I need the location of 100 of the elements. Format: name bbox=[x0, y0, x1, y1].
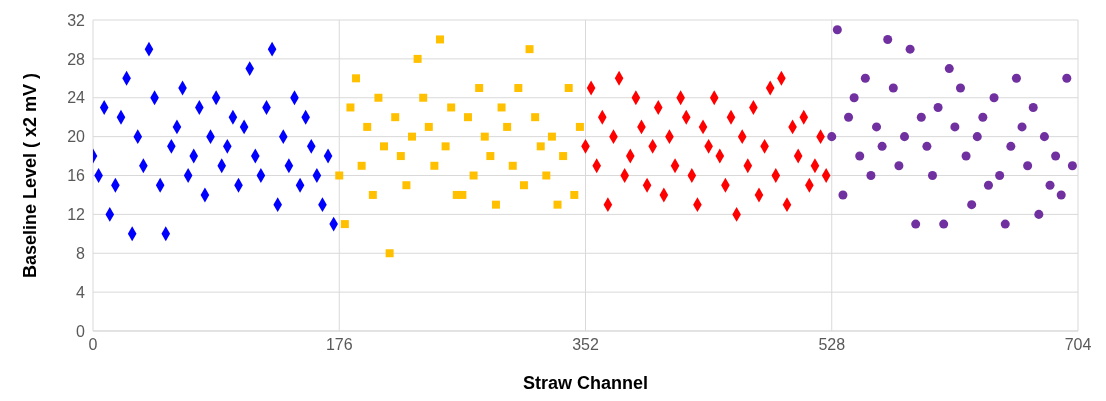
point bbox=[486, 152, 495, 161]
y-tick-label: 12 bbox=[67, 206, 86, 224]
x-tick-label: 704 bbox=[1064, 336, 1092, 354]
point bbox=[570, 190, 579, 199]
point bbox=[380, 142, 389, 151]
point bbox=[564, 84, 573, 93]
point bbox=[911, 219, 921, 229]
point bbox=[933, 102, 943, 112]
point bbox=[944, 64, 954, 74]
point bbox=[491, 200, 500, 209]
point bbox=[1045, 180, 1055, 190]
point bbox=[503, 122, 512, 131]
point bbox=[1067, 161, 1077, 171]
point bbox=[1034, 209, 1044, 219]
point bbox=[1000, 219, 1010, 229]
point bbox=[1006, 141, 1016, 151]
point bbox=[346, 103, 355, 112]
point bbox=[508, 161, 517, 170]
y-tick-label: 0 bbox=[76, 322, 86, 340]
point bbox=[894, 161, 904, 171]
point bbox=[967, 200, 977, 210]
point bbox=[419, 93, 428, 102]
point bbox=[860, 73, 870, 83]
point bbox=[1017, 122, 1027, 132]
point bbox=[441, 142, 450, 151]
point bbox=[950, 122, 960, 132]
point bbox=[1051, 151, 1061, 161]
point bbox=[877, 141, 887, 151]
point bbox=[447, 103, 456, 112]
point bbox=[469, 171, 478, 180]
point bbox=[475, 84, 484, 93]
point bbox=[368, 190, 377, 199]
point bbox=[922, 141, 932, 151]
point bbox=[939, 219, 949, 229]
point bbox=[972, 132, 982, 142]
point bbox=[402, 181, 411, 190]
point bbox=[989, 93, 999, 103]
point bbox=[855, 151, 865, 161]
point bbox=[413, 54, 422, 63]
point bbox=[335, 171, 344, 180]
y-tick-label: 32 bbox=[67, 11, 86, 29]
point bbox=[536, 142, 545, 151]
point bbox=[547, 132, 556, 141]
point bbox=[559, 152, 568, 161]
point bbox=[955, 83, 965, 93]
point bbox=[1011, 73, 1021, 83]
point bbox=[396, 152, 405, 161]
point bbox=[340, 220, 349, 229]
point bbox=[357, 161, 366, 170]
y-axis-title: Baseline Level ( x2 mV ) bbox=[20, 72, 41, 279]
x-axis-title: Straw Channel bbox=[522, 373, 649, 393]
y-tick-label: 20 bbox=[67, 128, 86, 146]
point bbox=[927, 170, 937, 181]
x-tick-label: 352 bbox=[572, 336, 599, 354]
point bbox=[480, 132, 489, 141]
point bbox=[1028, 102, 1038, 112]
point bbox=[519, 181, 528, 190]
point bbox=[458, 190, 467, 199]
x-tick-label: 528 bbox=[818, 336, 846, 354]
point bbox=[899, 132, 910, 142]
point bbox=[961, 151, 971, 161]
point bbox=[844, 112, 854, 122]
point bbox=[575, 122, 584, 131]
point bbox=[430, 161, 439, 170]
point bbox=[1056, 190, 1066, 200]
point bbox=[514, 84, 523, 93]
point bbox=[531, 113, 540, 122]
point bbox=[978, 112, 988, 122]
x-tick-label: 0 bbox=[88, 336, 98, 354]
y-tick-label: 24 bbox=[67, 89, 86, 107]
point bbox=[827, 132, 837, 142]
point bbox=[888, 83, 898, 93]
point bbox=[408, 132, 417, 141]
point bbox=[435, 35, 444, 44]
point bbox=[1023, 161, 1033, 171]
point bbox=[542, 171, 551, 180]
point bbox=[916, 112, 926, 122]
y-tick-label: 4 bbox=[76, 283, 86, 301]
point bbox=[391, 113, 400, 122]
point bbox=[1039, 132, 1049, 142]
point bbox=[995, 170, 1005, 181]
point bbox=[832, 25, 842, 35]
point bbox=[463, 113, 472, 122]
x-tick-label: 176 bbox=[325, 336, 353, 354]
point bbox=[374, 93, 383, 102]
point bbox=[424, 122, 433, 131]
y-tick-label: 16 bbox=[67, 167, 86, 185]
point bbox=[849, 93, 859, 103]
point bbox=[525, 45, 534, 54]
point bbox=[497, 103, 506, 112]
point bbox=[866, 170, 876, 181]
point bbox=[838, 190, 848, 200]
point bbox=[872, 122, 882, 132]
point bbox=[553, 200, 562, 209]
y-tick-label: 8 bbox=[76, 244, 86, 262]
point bbox=[1062, 73, 1072, 83]
point bbox=[363, 122, 372, 131]
point bbox=[352, 74, 361, 83]
point bbox=[905, 44, 915, 54]
point bbox=[385, 249, 394, 258]
